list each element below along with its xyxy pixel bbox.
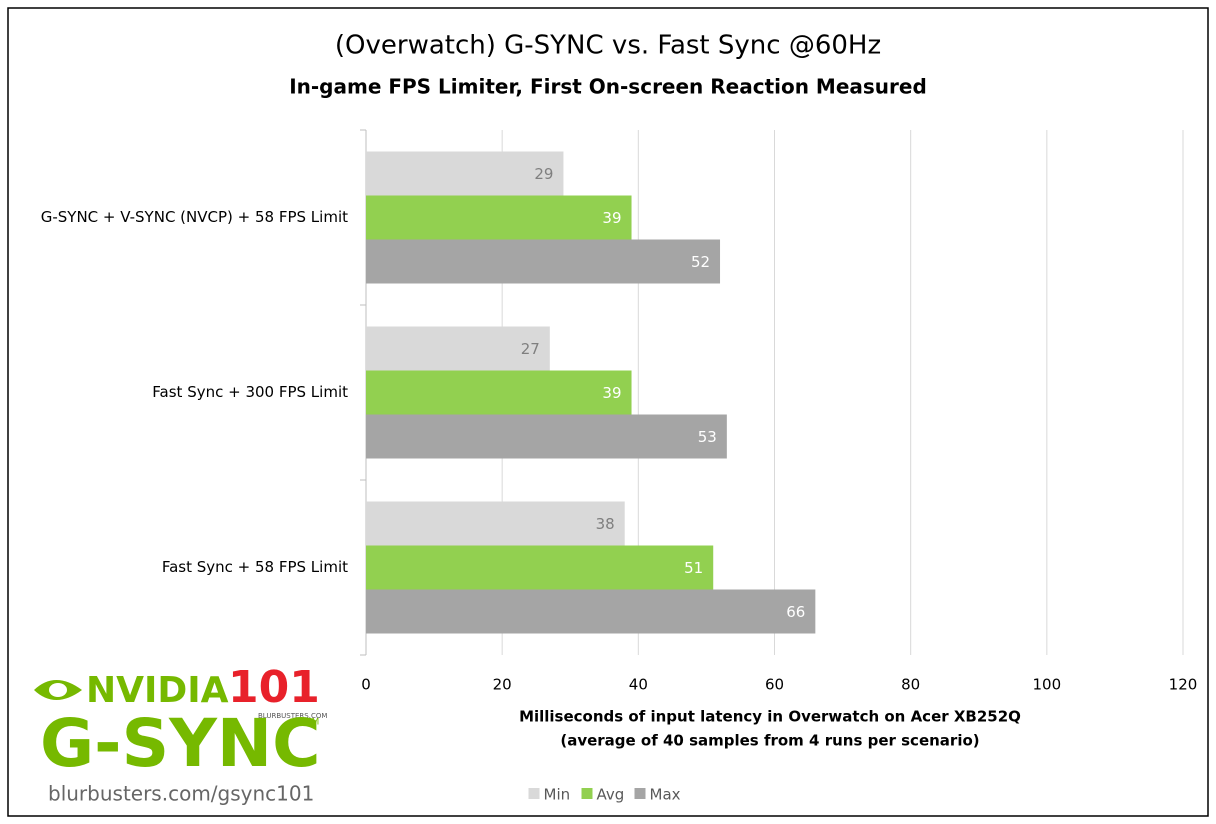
value-label: 27 — [521, 340, 540, 358]
value-label: 51 — [684, 559, 703, 577]
x-tick-label: 0 — [361, 676, 371, 694]
bar — [366, 151, 564, 196]
x-tick-label: 120 — [1169, 676, 1198, 694]
x-axis-title: Milliseconds of input latency in Overwat… — [519, 708, 1021, 726]
value-label: 38 — [596, 515, 615, 533]
legend-swatch — [634, 788, 646, 799]
y-tick-label: Fast Sync + 58 FPS Limit — [162, 558, 348, 576]
bar — [366, 326, 550, 371]
x-axis-title: (average of 40 samples from 4 runs per s… — [560, 732, 979, 750]
logo-brand: NVIDIA — [86, 670, 229, 711]
chart-subtitle: In-game FPS Limiter, First On-screen Rea… — [289, 75, 927, 99]
bar — [366, 370, 632, 415]
bar — [366, 239, 721, 284]
logo-number: 101 — [228, 662, 320, 713]
x-tick-label: 100 — [1033, 676, 1062, 694]
bar — [366, 501, 625, 546]
legend-swatch — [528, 788, 540, 799]
logo-eye-pupil — [49, 683, 67, 697]
legend-swatch — [581, 788, 593, 799]
chart-title: (Overwatch) G-SYNC vs. Fast Sync @60Hz — [335, 31, 881, 61]
bar — [366, 414, 727, 459]
value-label: 39 — [602, 384, 621, 402]
logo-tm: TM — [305, 718, 319, 728]
logo-site-small: BLURBUSTERS.COM — [258, 712, 327, 720]
value-label: 52 — [691, 253, 710, 271]
legend-label: Min — [544, 786, 571, 804]
logo-url: blurbusters.com/gsync101 — [48, 782, 314, 806]
value-label: 29 — [534, 165, 553, 183]
value-label: 39 — [602, 209, 621, 227]
logo: NVIDIA 101 BLURBUSTERS.COM G-SYNC TM blu… — [34, 662, 327, 806]
value-label: 66 — [786, 603, 805, 621]
x-tick-label: 60 — [765, 676, 784, 694]
bar — [366, 589, 816, 634]
legend-label: Max — [650, 786, 681, 804]
y-tick-label: G-SYNC + V-SYNC (NVCP) + 58 FPS Limit — [41, 208, 348, 226]
bar — [366, 195, 632, 240]
value-label: 53 — [698, 428, 717, 446]
x-tick-label: 80 — [901, 676, 920, 694]
x-tick-label: 20 — [493, 676, 512, 694]
legend-label: Avg — [597, 786, 625, 804]
bar — [366, 545, 714, 590]
x-tick-label: 40 — [629, 676, 648, 694]
y-tick-label: Fast Sync + 300 FPS Limit — [152, 383, 348, 401]
logo-product: G-SYNC — [40, 705, 321, 782]
